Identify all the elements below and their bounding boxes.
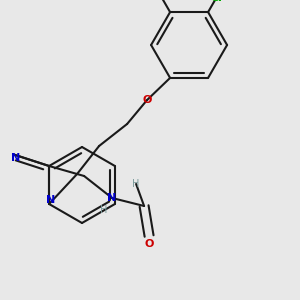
Text: N: N — [46, 195, 56, 205]
Text: H: H — [132, 179, 140, 189]
Text: N: N — [11, 153, 21, 163]
Text: Cl: Cl — [210, 0, 222, 3]
Text: H: H — [100, 205, 108, 215]
Text: N: N — [107, 193, 117, 203]
Text: CH₃: CH₃ — [152, 0, 170, 2]
Text: O: O — [144, 239, 154, 249]
Text: O: O — [142, 95, 152, 105]
